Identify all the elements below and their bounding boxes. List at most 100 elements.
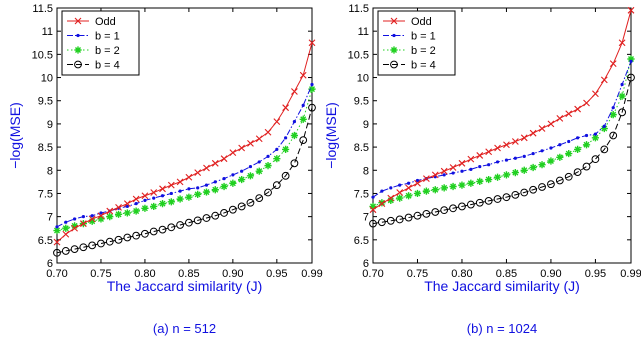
- chart-panel-1: 0.70 0.75 0.80 0.85 0.90 0.95 0.99 6 6.5 7 7.5 8 8.5…: [7, 3, 323, 336]
- panel-caption: (b) n = 1024: [467, 321, 537, 336]
- data-point: [558, 143, 562, 147]
- data-point: [115, 203, 122, 211]
- data-point: [211, 211, 220, 220]
- data-point: [266, 154, 270, 158]
- data-point: [220, 209, 228, 217]
- legend-entry: b = 2: [383, 45, 436, 57]
- data-point: [149, 227, 158, 236]
- data-point: [413, 189, 422, 198]
- data-point: [134, 202, 138, 206]
- y-tick-label: 6.5: [354, 235, 369, 247]
- x-tick-label: 0.75: [407, 268, 428, 280]
- data-point: [540, 149, 544, 153]
- data-point: [467, 155, 475, 163]
- y-tick-label: 8: [363, 165, 369, 177]
- data-point: [609, 131, 618, 140]
- x-axis-label: The Jaccard similarity (J): [424, 278, 580, 294]
- data-point: [404, 192, 413, 200]
- data-point: [132, 207, 140, 215]
- data-point: [114, 235, 123, 244]
- data-point: [231, 173, 235, 177]
- legend-label: b = 2: [95, 45, 120, 57]
- legend-marker: [390, 46, 398, 54]
- data-point: [440, 206, 449, 215]
- data-point: [213, 180, 217, 184]
- data-point: [627, 6, 635, 14]
- legend-entry: Odd: [67, 16, 116, 28]
- data-point: [255, 135, 263, 143]
- data-point: [493, 195, 502, 203]
- data-point: [573, 168, 582, 177]
- data-point: [141, 204, 149, 212]
- data-point: [238, 175, 246, 184]
- data-point: [169, 191, 173, 196]
- data-point: [520, 188, 529, 197]
- y-tick-label: 9: [47, 119, 53, 131]
- data-point: [132, 231, 141, 240]
- data-point: [72, 217, 77, 221]
- data-point: [620, 82, 624, 87]
- data-point: [467, 179, 475, 187]
- chart-panel-2: 0.70 0.75 0.80 0.85 0.90 0.95 0.99 6 6.5 7 7.5 8 8.5…: [323, 3, 641, 336]
- x-tick-label: 0.90: [222, 268, 243, 280]
- data-point: [502, 171, 511, 179]
- data-point: [371, 195, 375, 199]
- legend: Odd b = 1 b = 2 b = 4: [61, 10, 140, 76]
- data-point: [476, 177, 484, 185]
- legend-marker: [390, 17, 398, 25]
- data-point: [600, 76, 608, 84]
- data-point: [79, 243, 88, 252]
- series-b4: [369, 73, 635, 228]
- data-point: [378, 199, 386, 207]
- data-point: [629, 59, 633, 63]
- x-tick-label: 0.75: [90, 268, 111, 280]
- data-point: [257, 160, 261, 164]
- legend-entry: b = 2: [67, 45, 120, 57]
- x-tick-label: 0.70: [46, 268, 67, 280]
- data-point: [431, 208, 440, 216]
- data-point: [449, 164, 457, 171]
- data-point: [176, 195, 184, 203]
- data-point: [440, 167, 448, 175]
- y-tick-label: 9: [363, 119, 369, 131]
- data-point: [291, 88, 298, 95]
- data-point: [591, 155, 600, 164]
- data-point: [272, 181, 281, 190]
- data-point: [520, 134, 528, 142]
- data-point: [79, 220, 87, 227]
- data-point: [555, 176, 564, 185]
- y-tick-label: 10.5: [32, 49, 53, 61]
- data-point: [160, 194, 165, 198]
- data-point: [53, 226, 61, 235]
- data-point: [228, 205, 237, 214]
- legend-label: b = 1: [411, 31, 436, 43]
- legend-entry: b = 1: [383, 31, 436, 43]
- data-point: [290, 131, 299, 140]
- y-tick-label: 10.5: [348, 49, 369, 61]
- x-tick-label: 0.99: [301, 268, 322, 280]
- data-point: [398, 183, 402, 187]
- data-point: [396, 194, 404, 202]
- data-point: [167, 181, 175, 189]
- data-point: [511, 168, 519, 177]
- data-point: [308, 85, 316, 93]
- data-point: [202, 214, 211, 222]
- data-point: [246, 198, 255, 207]
- data-point: [449, 182, 457, 191]
- legend-marker: [76, 33, 80, 38]
- data-point: [458, 181, 466, 189]
- data-point: [308, 103, 316, 112]
- data-point: [378, 200, 386, 208]
- data-point: [248, 164, 253, 169]
- data-point: [237, 202, 246, 211]
- data-point: [627, 73, 635, 82]
- data-point: [414, 179, 421, 187]
- data-point: [387, 196, 395, 205]
- x-tick-label: 0.95: [266, 268, 287, 280]
- data-point: [187, 187, 191, 191]
- data-point: [431, 186, 439, 194]
- data-point: [574, 105, 582, 113]
- data-point: [90, 214, 94, 218]
- x-tick-label: 0.80: [134, 268, 155, 280]
- data-point: [406, 181, 411, 185]
